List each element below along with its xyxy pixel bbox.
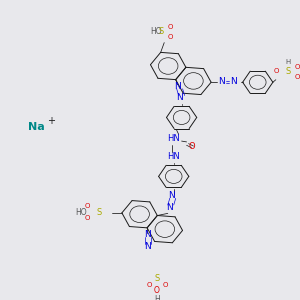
Text: O: O bbox=[154, 286, 160, 296]
Text: N: N bbox=[167, 203, 173, 212]
Text: O: O bbox=[273, 68, 278, 74]
Text: O: O bbox=[85, 203, 90, 209]
Text: HO: HO bbox=[75, 208, 87, 217]
Text: O: O bbox=[167, 24, 173, 30]
Text: O: O bbox=[146, 282, 152, 288]
Text: +: + bbox=[47, 116, 56, 126]
Text: N: N bbox=[144, 230, 151, 239]
Text: N: N bbox=[176, 94, 183, 103]
Text: O: O bbox=[167, 34, 173, 40]
Text: N: N bbox=[168, 191, 175, 200]
Text: O: O bbox=[162, 282, 168, 288]
Text: O: O bbox=[85, 215, 90, 221]
Text: N: N bbox=[174, 82, 181, 91]
Text: HO: HO bbox=[150, 27, 162, 36]
Text: O: O bbox=[295, 64, 300, 70]
Text: S: S bbox=[159, 27, 164, 36]
Text: HN: HN bbox=[167, 152, 180, 161]
Text: Na: Na bbox=[28, 122, 44, 132]
Text: N: N bbox=[218, 77, 224, 86]
Text: H: H bbox=[154, 295, 160, 300]
Text: H: H bbox=[285, 59, 290, 65]
Text: N: N bbox=[144, 242, 151, 251]
Text: N: N bbox=[230, 77, 237, 86]
Text: S: S bbox=[97, 208, 102, 217]
Text: HN: HN bbox=[167, 134, 180, 143]
Text: O: O bbox=[188, 142, 195, 152]
Text: S: S bbox=[154, 274, 160, 283]
Text: S: S bbox=[285, 67, 290, 76]
Text: O: O bbox=[295, 74, 300, 80]
